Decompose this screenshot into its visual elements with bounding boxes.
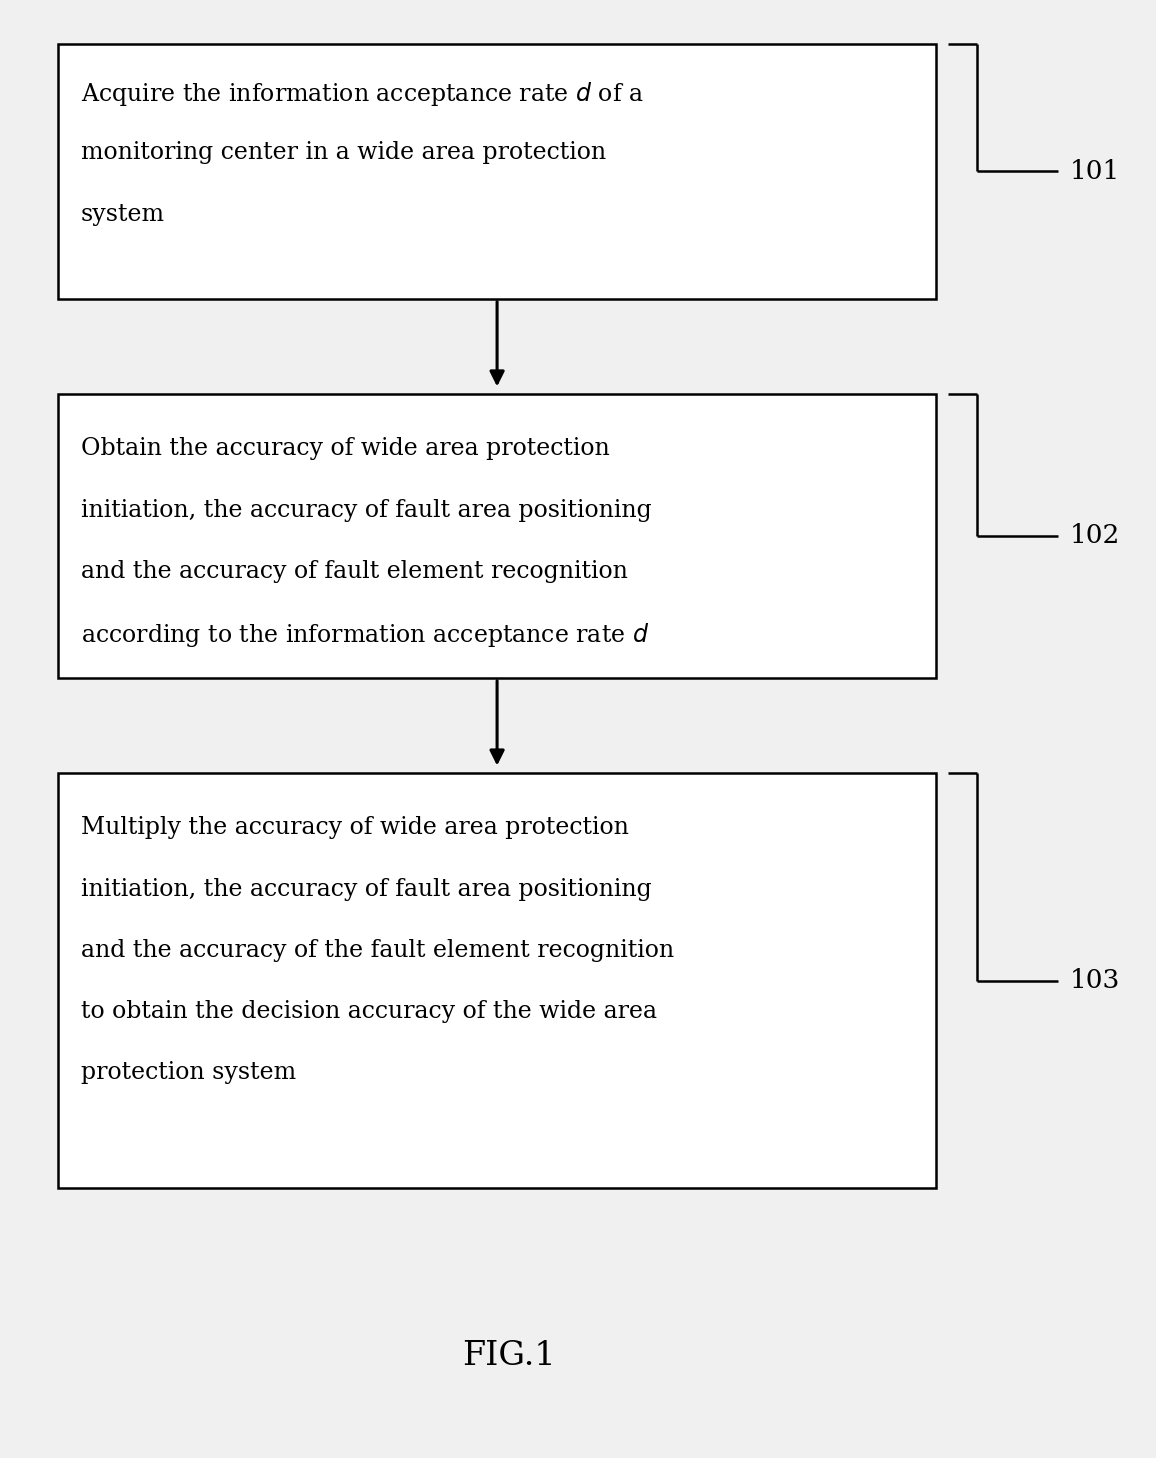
Text: Acquire the information acceptance rate $d$ of a: Acquire the information acceptance rate … (81, 80, 644, 108)
Bar (58, 44, 936, 299)
Bar (58, 773, 936, 1188)
Text: protection system: protection system (81, 1061, 296, 1085)
Text: monitoring center in a wide area protection: monitoring center in a wide area protect… (81, 141, 606, 165)
Text: 103: 103 (1069, 968, 1120, 993)
Text: 102: 102 (1069, 523, 1120, 548)
Bar (58, 394, 936, 678)
Text: and the accuracy of fault element recognition: and the accuracy of fault element recogn… (81, 560, 628, 583)
Text: system: system (81, 203, 165, 226)
Text: Obtain the accuracy of wide area protection: Obtain the accuracy of wide area protect… (81, 437, 609, 461)
Text: initiation, the accuracy of fault area positioning: initiation, the accuracy of fault area p… (81, 878, 652, 901)
Text: Multiply the accuracy of wide area protection: Multiply the accuracy of wide area prote… (81, 816, 629, 840)
Text: FIG.1: FIG.1 (462, 1340, 555, 1372)
Text: according to the information acceptance rate $d$: according to the information acceptance … (81, 621, 649, 649)
Text: and the accuracy of the fault element recognition: and the accuracy of the fault element re… (81, 939, 674, 962)
Text: 101: 101 (1069, 159, 1119, 184)
Text: initiation, the accuracy of fault area positioning: initiation, the accuracy of fault area p… (81, 499, 652, 522)
Text: to obtain the decision accuracy of the wide area: to obtain the decision accuracy of the w… (81, 1000, 657, 1024)
